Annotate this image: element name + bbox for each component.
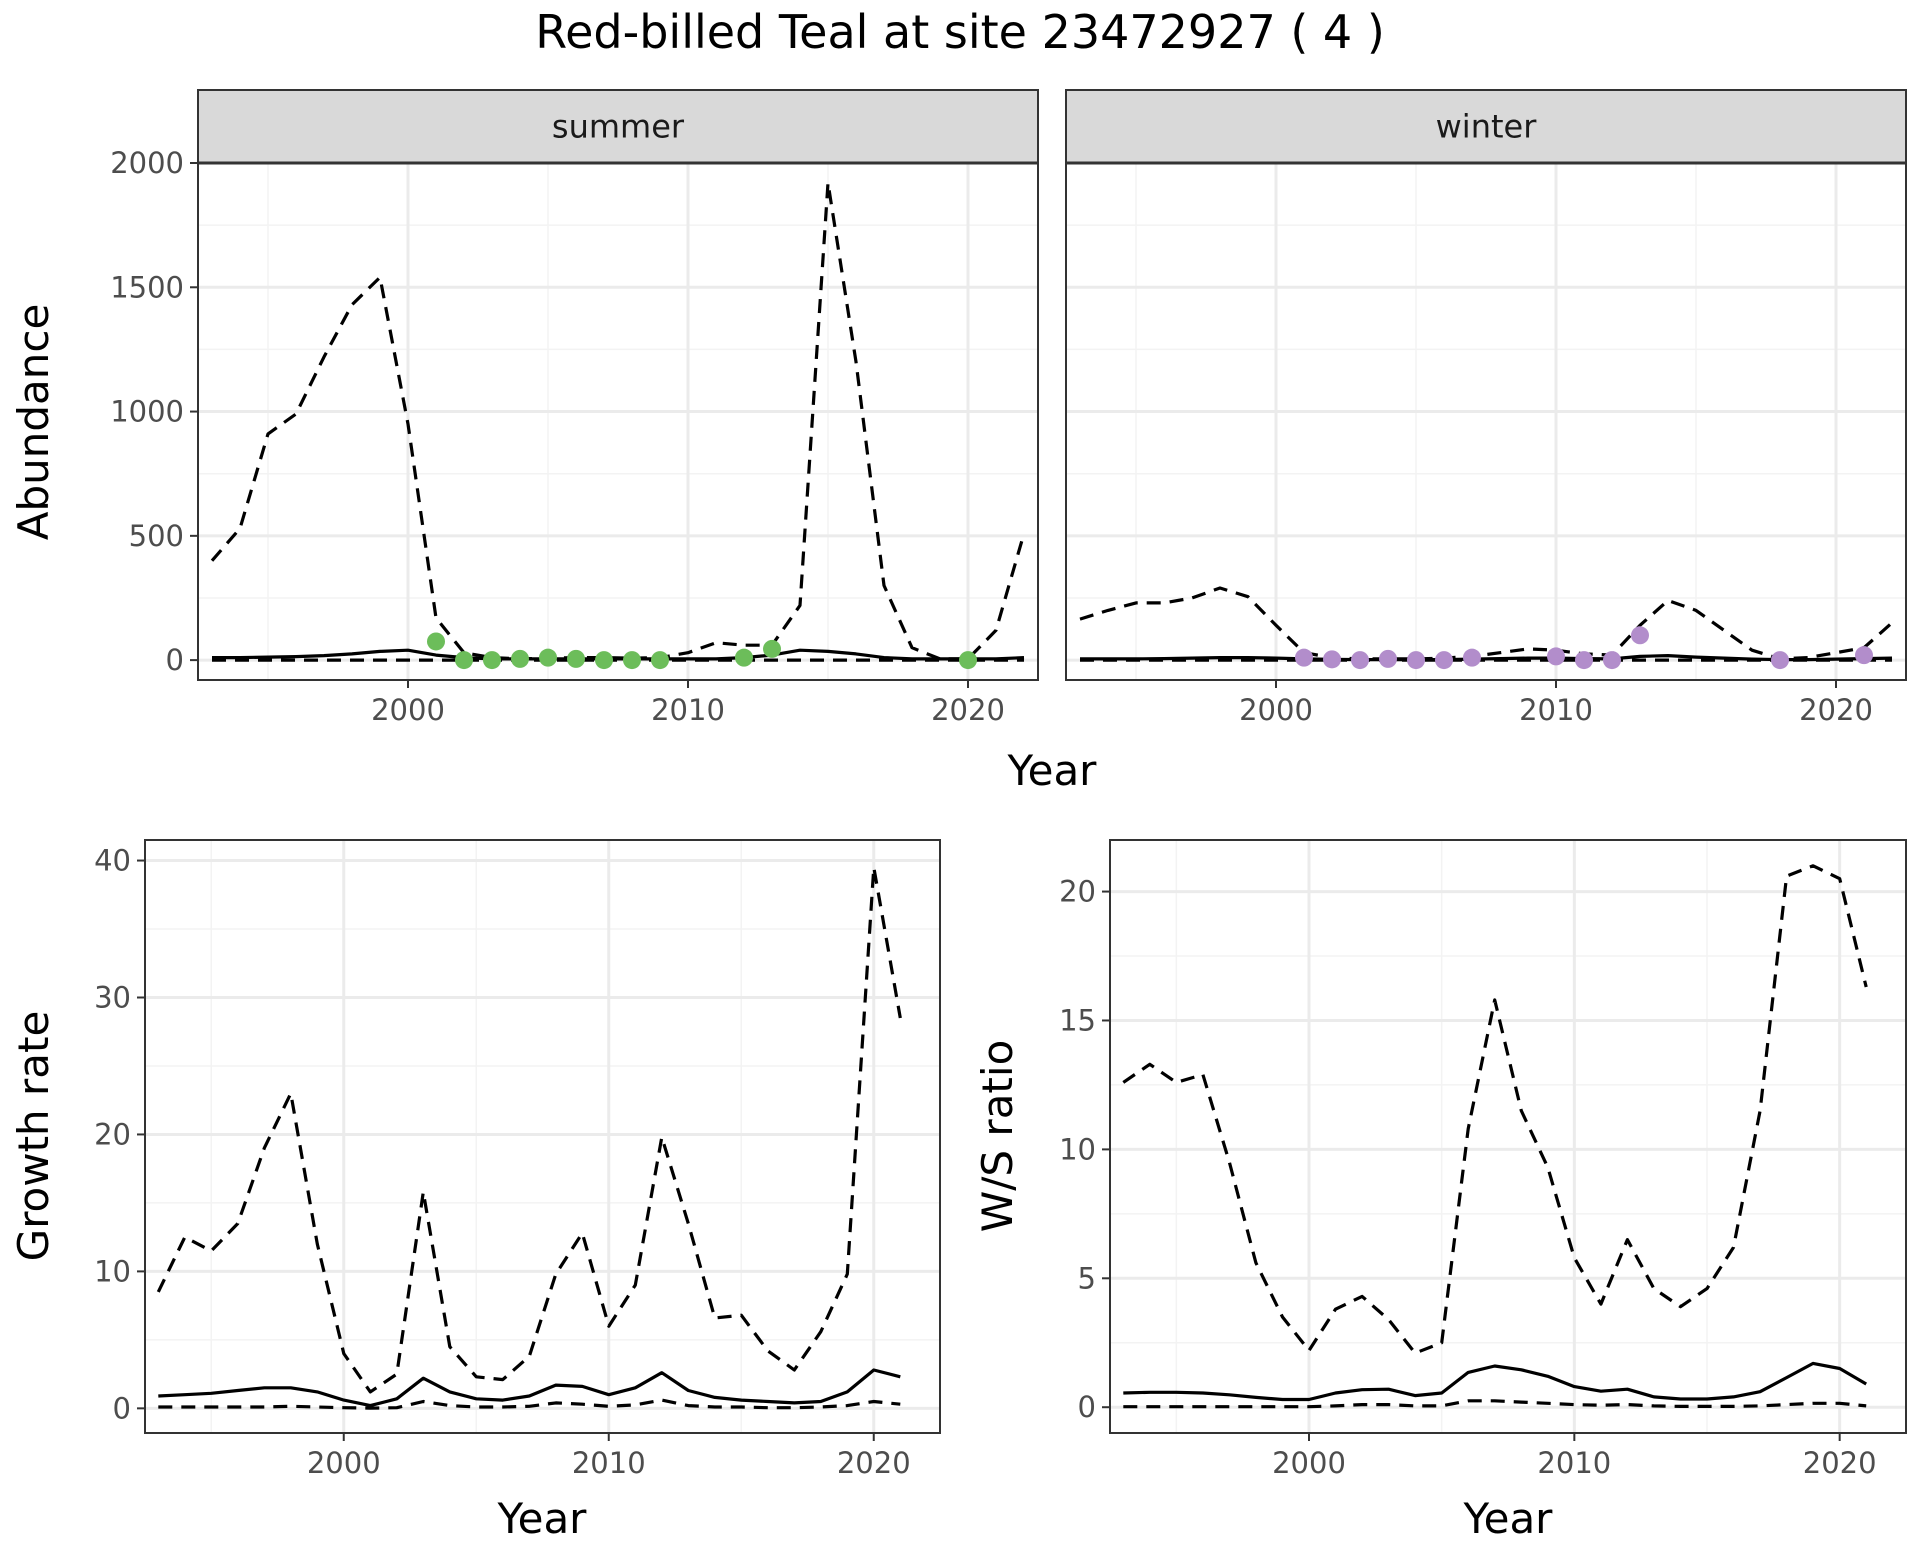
data-point bbox=[763, 639, 781, 658]
x-tick-label: 2000 bbox=[307, 1446, 381, 1480]
x-axis-title: Year bbox=[1463, 1494, 1554, 1543]
data-point bbox=[1435, 651, 1453, 670]
data-point bbox=[1631, 626, 1649, 645]
data-point bbox=[483, 651, 501, 670]
data-point bbox=[539, 648, 557, 667]
y-tick-label: 0 bbox=[1078, 1390, 1096, 1424]
y-tick-label: 1000 bbox=[110, 395, 184, 429]
series-line-1 bbox=[1123, 1361, 1868, 1402]
x-axis-title: Year bbox=[497, 1494, 588, 1543]
data-point bbox=[567, 649, 585, 668]
series-line-1 bbox=[158, 1368, 901, 1408]
x-tick-label: 2020 bbox=[1803, 1446, 1877, 1480]
panel-abundance-winter: winter 2000 2010 2020 bbox=[1065, 89, 1907, 727]
data-point bbox=[1855, 646, 1873, 665]
data-point bbox=[623, 651, 641, 670]
data-point bbox=[595, 651, 613, 670]
y-tick-label: 40 bbox=[94, 844, 131, 878]
x-tick-label: 2000 bbox=[1272, 1446, 1346, 1480]
series-line-2 bbox=[1123, 1399, 1867, 1409]
data-point bbox=[1463, 648, 1481, 667]
facet-label: winter bbox=[1436, 108, 1538, 146]
y-tick-label: 0 bbox=[113, 1391, 131, 1425]
x-tick-label: 2010 bbox=[572, 1446, 646, 1480]
x-tick-label: 2010 bbox=[1537, 1446, 1611, 1480]
y-tick-label: 30 bbox=[94, 980, 131, 1014]
data-point bbox=[427, 632, 445, 651]
data-point bbox=[1771, 651, 1789, 670]
data-point bbox=[1323, 650, 1341, 669]
panel-ws-ratio: 2000 2010 2020 0 5 10 15 20 Year W/S ratio bbox=[973, 839, 1907, 1543]
y-tick-label: 1500 bbox=[110, 270, 184, 304]
y-tick-label: 20 bbox=[1059, 875, 1096, 909]
panel-border bbox=[1109, 839, 1907, 1434]
data-point bbox=[511, 649, 529, 668]
data-point bbox=[1379, 649, 1397, 668]
y-tick-label: 10 bbox=[1059, 1132, 1096, 1166]
y-tick-label: 15 bbox=[1059, 1003, 1096, 1037]
y-tick-label: 20 bbox=[94, 1117, 131, 1151]
panel-growth-rate: 2000 2010 2020 0 10 20 30 40 Year Growth rate bbox=[9, 839, 941, 1543]
series-line-0 bbox=[210, 181, 1026, 661]
data-point bbox=[959, 651, 977, 670]
x-tick-label: 2000 bbox=[1239, 693, 1313, 727]
data-point bbox=[1603, 651, 1621, 670]
y-tick-label: 500 bbox=[129, 519, 184, 553]
facet-strip bbox=[197, 89, 1039, 164]
figure-title: Red-billed Teal at site 23472927 ( 4 ) bbox=[535, 5, 1385, 59]
y-tick-label: 2000 bbox=[110, 146, 184, 180]
y-axis-title: W/S ratio bbox=[973, 1040, 1022, 1233]
x-tick-label: 2020 bbox=[837, 1446, 911, 1480]
data-point bbox=[651, 651, 669, 670]
x-tick-label: 2000 bbox=[371, 693, 445, 727]
facet-label: summer bbox=[552, 108, 685, 146]
data-point bbox=[1295, 648, 1313, 667]
panel-abundance-summer: summer 2000 2010 2020 0 500 1000 1500 2000 Abunda… bbox=[9, 89, 1039, 727]
series-line-0 bbox=[1122, 864, 1868, 1355]
panel-border bbox=[1065, 162, 1907, 681]
x-tick-label: 2020 bbox=[931, 693, 1005, 727]
series-line-1 bbox=[212, 648, 1025, 661]
facet-strip bbox=[1065, 89, 1907, 164]
series-line-2 bbox=[158, 1398, 901, 1410]
y-axis-title: Growth rate bbox=[9, 1011, 58, 1262]
data-point bbox=[735, 648, 753, 667]
y-tick-label: 10 bbox=[94, 1254, 131, 1288]
x-tick-label: 2020 bbox=[1799, 693, 1873, 727]
y-tick-label: 5 bbox=[1078, 1261, 1096, 1295]
series-line-0 bbox=[156, 865, 902, 1394]
y-tick-label: 0 bbox=[166, 643, 184, 677]
data-point bbox=[1575, 651, 1593, 670]
panel-border bbox=[197, 162, 1039, 681]
panel-border bbox=[144, 839, 941, 1434]
series-line-0 bbox=[1079, 586, 1894, 661]
top-x-axis-title: Year bbox=[1007, 746, 1098, 795]
y-axis-title: Abundance bbox=[9, 304, 58, 541]
x-tick-label: 2010 bbox=[1519, 693, 1593, 727]
data-point bbox=[1547, 647, 1565, 666]
data-point bbox=[1407, 651, 1425, 670]
data-point bbox=[455, 651, 473, 670]
data-point bbox=[1351, 651, 1369, 670]
x-tick-label: 2010 bbox=[651, 693, 725, 727]
